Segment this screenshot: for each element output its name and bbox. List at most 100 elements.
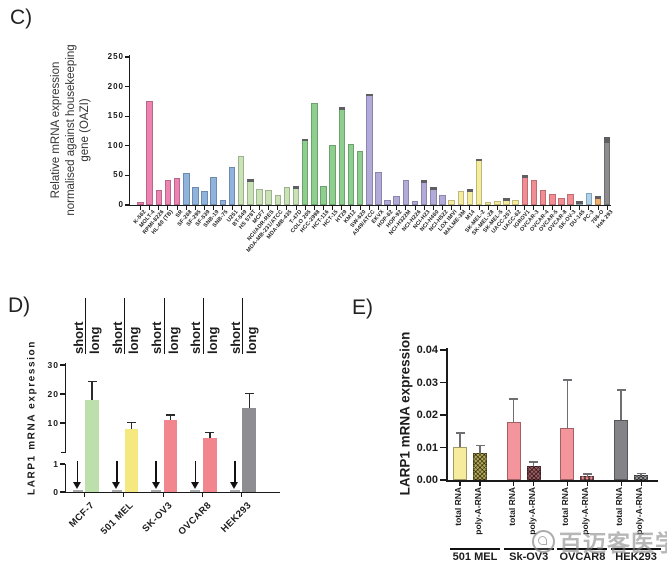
d-y-tick (60, 364, 65, 366)
c-bar-error-cap (475, 158, 483, 162)
d-column-title: long (85, 298, 102, 354)
c-bar (457, 190, 464, 205)
c-bar (411, 201, 419, 205)
d-y-tick (60, 393, 65, 395)
e-bar-label: poly-A-RNA (473, 487, 483, 535)
c-x-tick (414, 206, 416, 210)
d-column-title: short (149, 321, 165, 355)
e-x-axis-line (446, 480, 658, 482)
c-bar-error-cap (420, 180, 428, 183)
watermark: 百迈客医学 (532, 524, 667, 558)
c-x-tick (487, 206, 489, 210)
e-y-tick (440, 414, 446, 416)
e-error-cap (562, 379, 572, 381)
c-bar (146, 101, 153, 205)
c-bar (530, 180, 538, 205)
e-error-cap (636, 472, 646, 475)
down-arrow-icon (155, 461, 157, 482)
d-error-line (91, 380, 93, 400)
e-y-tick-label: 0.03 (416, 376, 438, 389)
down-arrow-icon (233, 461, 236, 482)
c-x-tick (506, 206, 507, 210)
d-y-tick-label: 10 (47, 418, 59, 428)
c-x-tick (222, 206, 224, 210)
c-y-tick (125, 56, 129, 58)
d-y-tick (61, 452, 65, 454)
c-bar (448, 200, 455, 205)
c-x-tick (496, 206, 498, 210)
d-y-tick-label: 0 (53, 487, 59, 497)
e-group-underline (503, 548, 554, 550)
e-y-tick-label: 0.04 (416, 344, 438, 356)
d-column-title: long (124, 298, 141, 354)
c-bar (164, 180, 172, 205)
e-error-line (513, 398, 515, 423)
e-x-tick (586, 481, 588, 486)
c-bar (484, 202, 492, 205)
c-bar-error-cap (503, 198, 510, 202)
d-y-tick (60, 422, 65, 424)
d-error-cap (205, 431, 215, 434)
c-y-axis-line (129, 55, 131, 206)
d-error-cap (166, 414, 176, 416)
d-y-tick-label: 30 (47, 360, 59, 370)
c-x-tick (423, 206, 425, 210)
d-short-bar (190, 490, 201, 492)
d-long-bar (163, 420, 178, 492)
c-x-tick (249, 206, 251, 210)
c-bar (338, 107, 346, 205)
c-bar (283, 187, 291, 205)
c-x-tick (304, 206, 306, 210)
c-x-tick (158, 206, 160, 210)
d-column-title: short (227, 321, 243, 355)
c-bar (603, 136, 611, 205)
e-x-tick (566, 481, 568, 486)
e-bar (526, 466, 541, 480)
c-x-tick (432, 206, 434, 210)
c-bar (292, 186, 300, 205)
e-error-cap (529, 461, 539, 463)
e-error-cap (582, 473, 592, 475)
c-x-tick (469, 206, 471, 210)
panel-e-label: E) (352, 296, 373, 319)
d-error-cap (87, 380, 97, 383)
c-x-tick (258, 206, 260, 210)
c-bar (256, 189, 263, 205)
d-x-tick (162, 493, 164, 497)
c-bar-error-cap (301, 138, 309, 142)
d-column-title: short (188, 321, 204, 355)
c-bar (430, 187, 437, 205)
d-x-tick (123, 493, 125, 497)
d-long-bar (203, 438, 217, 492)
e-y-tick (440, 479, 446, 481)
c-x-tick (213, 206, 215, 210)
c-x-tick (405, 206, 407, 210)
d-short-bar (72, 490, 83, 492)
c-x-tick (551, 206, 553, 210)
c-bar (375, 171, 382, 205)
e-bar (560, 428, 575, 480)
panel-e-y-axis-title: LARP1 mRNA expression (397, 331, 413, 496)
d-error-cap (126, 421, 136, 424)
d-column-title: long (202, 298, 220, 354)
e-group-label: Sk-OV3 (509, 551, 549, 563)
e-error-cap (616, 389, 626, 391)
c-bar-error-cap (430, 187, 437, 190)
e-error-line (459, 432, 461, 447)
c-y-tick (125, 174, 129, 176)
e-x-tick (620, 481, 622, 486)
e-bar (580, 476, 595, 480)
c-x-tick (313, 206, 315, 210)
e-bar (453, 446, 467, 480)
c-x-tick (606, 206, 608, 210)
e-bar (634, 475, 649, 480)
e-x-tick (513, 481, 515, 486)
e-group-underline (557, 548, 608, 550)
c-bar (301, 138, 309, 205)
e-bar (506, 422, 521, 480)
d-x-tick (83, 493, 86, 497)
down-arrow-icon (190, 482, 199, 489)
c-bar (585, 192, 593, 205)
down-arrow-icon (73, 482, 81, 489)
